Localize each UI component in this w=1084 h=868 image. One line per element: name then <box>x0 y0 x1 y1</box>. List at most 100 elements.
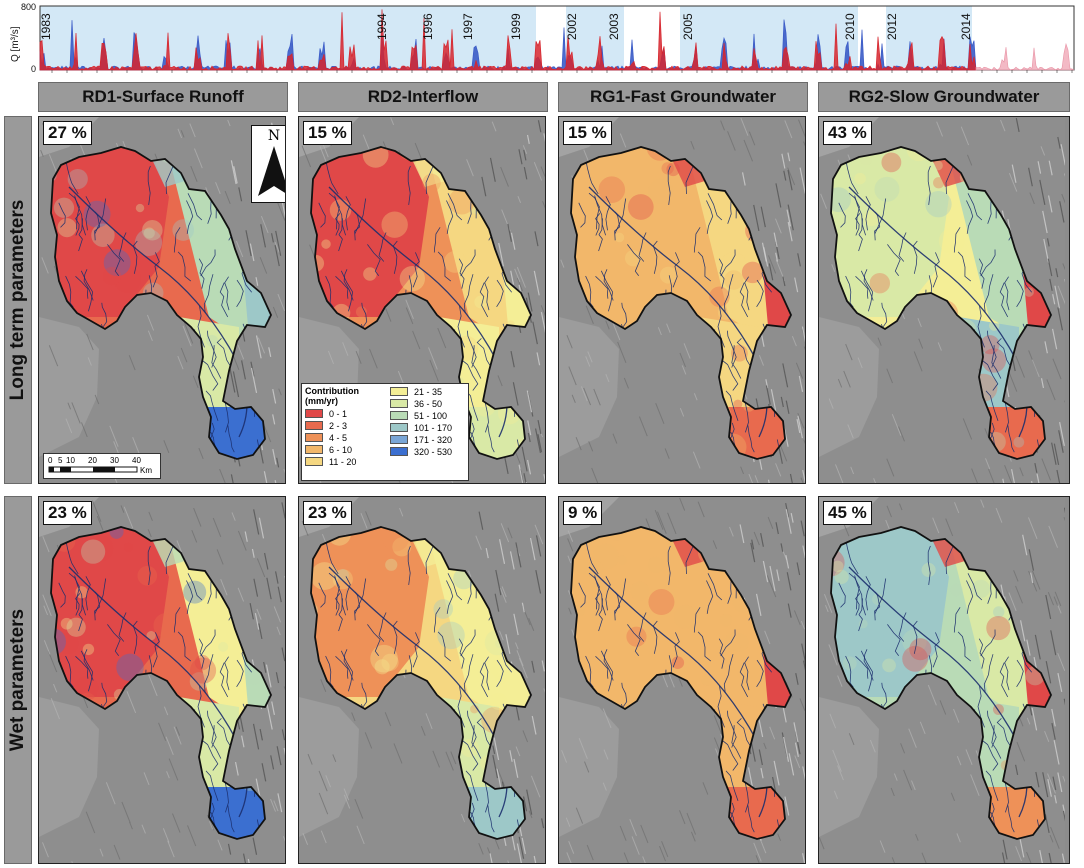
catchment-map <box>559 117 805 483</box>
catchment-boundary <box>830 146 1052 460</box>
legend-item: 51 - 100 <box>390 410 447 421</box>
contribution-percentage: 43 % <box>823 121 872 145</box>
legend-item: 171 - 320 <box>390 434 452 445</box>
hydrograph-highlight-band <box>680 6 858 70</box>
map-panel-wet-surface-runoff: 23 % <box>38 496 286 864</box>
contribution-percentage: 9 % <box>563 501 603 525</box>
scale-tick-5: 5 <box>58 456 63 465</box>
catchment-boundary <box>830 526 1052 840</box>
catchment-boundary <box>50 146 272 460</box>
legend-swatch <box>305 421 323 430</box>
hydrograph-ytick-max: 800 <box>21 2 36 12</box>
scale-unit: Km <box>140 466 152 475</box>
column-header-surface-runoff: RD1-Surface Runoff <box>38 82 288 112</box>
north-arrow-icon <box>258 146 285 196</box>
row-label-wet-text: Wet parameters <box>7 608 28 752</box>
legend-swatch <box>390 411 408 420</box>
legend-item: 0 - 1 <box>305 408 347 419</box>
legend-swatch <box>305 457 323 466</box>
catchment-map <box>819 497 1065 863</box>
scale-tick-10: 10 <box>66 456 75 465</box>
legend-label: 11 - 20 <box>329 456 357 467</box>
hydrograph-highlight-band <box>886 6 972 70</box>
legend-label: 0 - 1 <box>329 408 348 419</box>
hydrograph-ytick-min: 0 <box>31 64 36 74</box>
hydrograph-highlight-band <box>566 6 624 70</box>
hydrograph-year-label: 2010 <box>843 13 857 40</box>
legend-label: 36 - 50 <box>414 398 443 409</box>
legend-swatch <box>305 409 323 418</box>
scale-tick-20: 20 <box>88 456 97 465</box>
catchment-boundary <box>570 146 792 460</box>
hydrograph-year-label: 1996 <box>421 13 435 40</box>
contribution-percentage: 23 % <box>43 501 92 525</box>
legend-label: 6 - 10 <box>329 444 353 455</box>
legend-item: 36 - 50 <box>390 398 442 409</box>
hydrograph-year-label: 2012 <box>885 13 899 40</box>
row-label-long-term: Long term parameters <box>4 116 32 484</box>
map-panel-long-term-fast-groundwater: 15 % <box>558 116 806 484</box>
hydrograph-year-label: 1983 <box>39 13 53 40</box>
hydrograph-series-future <box>975 42 1075 71</box>
hydrograph-chart: 1983 1994 1996 1997 1999 2002 2003 2005 2010 2012… <box>10 2 1075 74</box>
catchment-boundary <box>50 526 272 840</box>
map-panel-long-term-slow-groundwater: 43 % <box>818 116 1070 484</box>
hydrograph-ylabel: Q [m³/s] <box>10 26 21 62</box>
legend-item: 6 - 10 <box>305 444 352 455</box>
hydrograph-year-label: 2005 <box>681 13 695 40</box>
contribution-percentage: 23 % <box>303 501 352 525</box>
contribution-percentage: 15 % <box>303 121 352 145</box>
column-header-interflow: RD2-Interflow <box>298 82 548 112</box>
catchment-boundary <box>570 526 792 840</box>
legend-item: 2 - 3 <box>305 420 347 431</box>
scale-bar: 0 5 10 20 30 40 Km <box>43 453 161 479</box>
hydrograph-year-label: 1997 <box>461 13 475 40</box>
hydrograph-series <box>39 9 977 71</box>
legend-label: 320 - 530 <box>414 446 453 457</box>
legend-item: 21 - 35 <box>390 386 442 397</box>
legend-label: 21 - 35 <box>414 386 443 397</box>
contribution-percentage: 45 % <box>823 501 872 525</box>
legend-label: 51 - 100 <box>414 410 448 421</box>
map-panel-wet-fast-groundwater: 9 % <box>558 496 806 864</box>
catchment-map <box>299 497 545 863</box>
contribution-percentage: 27 % <box>43 121 92 145</box>
legend-item: 4 - 5 <box>305 432 347 443</box>
row-label-long-term-text: Long term parameters <box>7 199 28 401</box>
legend-swatch <box>390 447 408 456</box>
column-header-slow-groundwater: RG2-Slow Groundwater <box>818 82 1070 112</box>
legend-swatch <box>390 387 408 396</box>
legend-title: Contribution (mm/yr) <box>305 386 359 406</box>
legend-swatch <box>390 423 408 432</box>
hydrograph-year-label: 2014 <box>959 13 973 40</box>
legend-swatch <box>305 445 323 454</box>
legend-label: 101 - 170 <box>414 422 453 433</box>
legend-label: 171 - 320 <box>414 434 453 445</box>
catchment-map <box>559 497 805 863</box>
scale-tick-30: 30 <box>110 456 119 465</box>
catchment-boundary <box>310 526 532 840</box>
hydrograph-year-label: 1999 <box>509 13 523 40</box>
row-label-wet: Wet parameters <box>4 496 32 864</box>
hydrograph-year-label: 1994 <box>375 13 389 40</box>
hydrograph-year-label: 2003 <box>607 13 621 40</box>
hydrograph-year-label: 2002 <box>565 13 579 40</box>
catchment-boundary <box>310 146 532 460</box>
scale-tick-0: 0 <box>48 456 53 465</box>
north-arrow: N <box>251 125 285 203</box>
legend-swatch <box>390 435 408 444</box>
scale-tick-40: 40 <box>132 456 141 465</box>
legend-swatch <box>390 399 408 408</box>
map-panel-long-term-surface-runoff: 27 % N 0 5 10 20 30 40 Km <box>38 116 286 484</box>
legend-item: 11 - 20 <box>305 456 356 467</box>
contribution-percentage: 15 % <box>563 121 612 145</box>
legend-swatch <box>305 433 323 442</box>
map-panel-wet-slow-groundwater: 45 % <box>818 496 1070 864</box>
legend-item: 320 - 530 <box>390 446 452 457</box>
column-header-fast-groundwater: RG1-Fast Groundwater <box>558 82 808 112</box>
north-arrow-label: N <box>267 128 281 144</box>
legend-label: 2 - 3 <box>329 420 348 431</box>
catchment-map <box>819 117 1065 483</box>
